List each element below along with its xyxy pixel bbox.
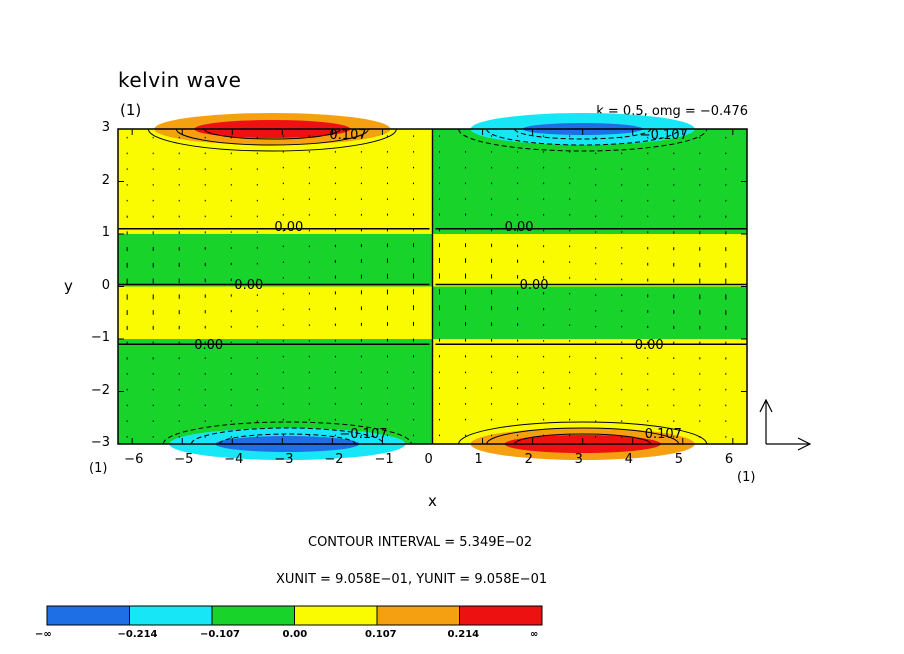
colorbar-swatch	[459, 605, 543, 626]
y-tick-label: 3	[101, 120, 110, 135]
contour-fills	[118, 113, 747, 460]
chart-title: kelvin wave	[118, 68, 242, 92]
wall-contour	[458, 421, 708, 445]
x-axis-label: x	[428, 492, 437, 510]
contour-label: −0.107	[339, 427, 388, 443]
axis-ticks	[118, 128, 747, 445]
colorbar	[46, 605, 543, 626]
panel-label: (1)	[120, 101, 142, 119]
y-tick-label: −2	[90, 382, 110, 398]
ref-arrowhead-y	[759, 398, 773, 413]
band-fill	[118, 234, 433, 287]
x-tick-label: 6	[724, 452, 734, 467]
contour-label: 0.00	[519, 277, 549, 293]
colorbar-level-label: −0.107	[200, 629, 241, 640]
contour-label: 0.00	[274, 219, 304, 235]
band-fill	[118, 129, 433, 234]
band-fill	[118, 339, 433, 444]
wall-contour	[203, 128, 341, 140]
reference-vector	[759, 398, 812, 451]
wall-contour	[514, 433, 652, 445]
y-axis-label: y	[64, 277, 73, 295]
colorbar-swatch	[211, 605, 295, 626]
y-tick-label: 2	[101, 172, 110, 188]
ref-arrowhead-x	[797, 437, 812, 451]
contour-label: 0.00	[194, 337, 224, 353]
contour-label: 0.00	[234, 277, 264, 293]
band-fill	[432, 129, 747, 234]
x-tick-label: 1	[474, 452, 483, 467]
colorbar-level-label: 0.214	[447, 629, 480, 640]
x-corner-label: (1)	[89, 461, 108, 476]
x-tick-label: −4	[224, 452, 244, 467]
y-tick-label: 0	[101, 277, 110, 293]
band-fill	[432, 234, 747, 287]
colorbar-swatch	[46, 605, 130, 626]
x-tick-label: 3	[574, 452, 583, 467]
colorbar-level-label: 0.107	[365, 629, 397, 640]
contour-label: 0.00	[504, 219, 534, 235]
y-tick-label: −1	[90, 330, 110, 345]
contour-label: −0.107	[639, 127, 688, 143]
wall-contour	[486, 427, 680, 445]
wall-contour	[486, 128, 680, 146]
contour-lines	[118, 128, 747, 445]
x-tick-label: 0	[424, 452, 433, 467]
units-text: XUNIT = 9.058E−01, YUNIT = 9.058E−01	[276, 572, 548, 587]
contour-interval-text: CONTOUR INTERVAL = 5.349E−02	[308, 535, 533, 550]
x-tick-label: −2	[324, 452, 344, 467]
band-fill	[432, 339, 747, 444]
colorbar-swatch	[376, 605, 460, 626]
wall-contour	[190, 427, 384, 445]
band-fill	[432, 286, 747, 339]
contour-label: 0.107	[329, 127, 367, 143]
wall-contour	[458, 128, 708, 152]
colorbar-level-label: 0.00	[282, 629, 308, 640]
x-tick-label: 2	[524, 452, 533, 467]
wall-contour	[514, 128, 652, 140]
colorbar-level-label: ∞	[530, 629, 539, 640]
x-tick-label: −1	[374, 452, 394, 467]
colorbar-swatch	[294, 605, 378, 626]
x-tick-label: −6	[124, 452, 144, 467]
x-tick-label: −5	[174, 452, 194, 467]
wall-contour	[162, 421, 412, 445]
colorbar-level-label: −0.214	[117, 629, 158, 640]
contour-label: 0.00	[634, 337, 664, 353]
y-tick-label: −3	[90, 435, 110, 450]
x-tick-label: 4	[624, 452, 633, 467]
wall-contour	[147, 128, 397, 152]
wall-contour	[218, 433, 356, 445]
x-tick-label: 5	[674, 452, 684, 467]
x-tick-label: −3	[274, 452, 294, 467]
wall-contour	[175, 128, 369, 146]
vector-arrows	[126, 135, 727, 438]
colorbar-swatch	[129, 605, 213, 626]
y-corner-label: (1)	[737, 470, 756, 485]
contour-label: 0.107	[644, 427, 682, 443]
y-tick-label: 1	[101, 225, 110, 240]
band-fill	[118, 286, 433, 339]
colorbar-level-label: −∞	[35, 629, 52, 640]
